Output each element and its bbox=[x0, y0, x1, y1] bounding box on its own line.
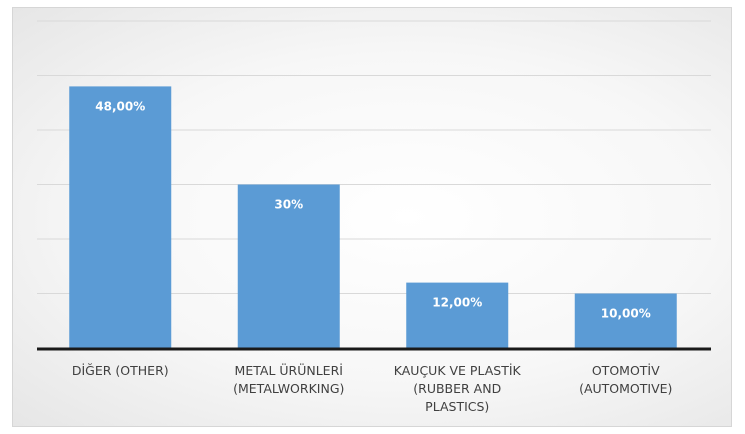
data-label: 10,00% bbox=[601, 307, 651, 321]
category-label: OTOMOTİV bbox=[592, 363, 660, 378]
bar bbox=[237, 184, 340, 348]
category-label: PLASTICS) bbox=[425, 399, 489, 414]
category-label: (METALWORKING) bbox=[233, 381, 344, 396]
bar-chart: 48,00% DİĞER (OTHER) 30% METAL ÜRÜNLERİ (MET… bbox=[37, 20, 711, 414]
category-label: (AUTOMOTIVE) bbox=[579, 381, 672, 396]
data-label: 12,00% bbox=[432, 296, 482, 310]
bar bbox=[69, 86, 172, 349]
chart-frame: 48,00% DİĞER (OTHER) 30% METAL ÜRÜNLERİ (MET… bbox=[12, 7, 732, 427]
category-label: KAUÇUK VE PLASTİK bbox=[394, 363, 522, 378]
category-label: METAL ÜRÜNLERİ bbox=[235, 362, 343, 378]
category-label: (RUBBER AND bbox=[413, 381, 501, 396]
category-label: DİĞER (OTHER) bbox=[72, 363, 169, 378]
data-label: 30% bbox=[274, 198, 303, 212]
data-label: 48,00% bbox=[95, 99, 145, 113]
bar bbox=[406, 282, 509, 348]
bar bbox=[574, 293, 677, 348]
